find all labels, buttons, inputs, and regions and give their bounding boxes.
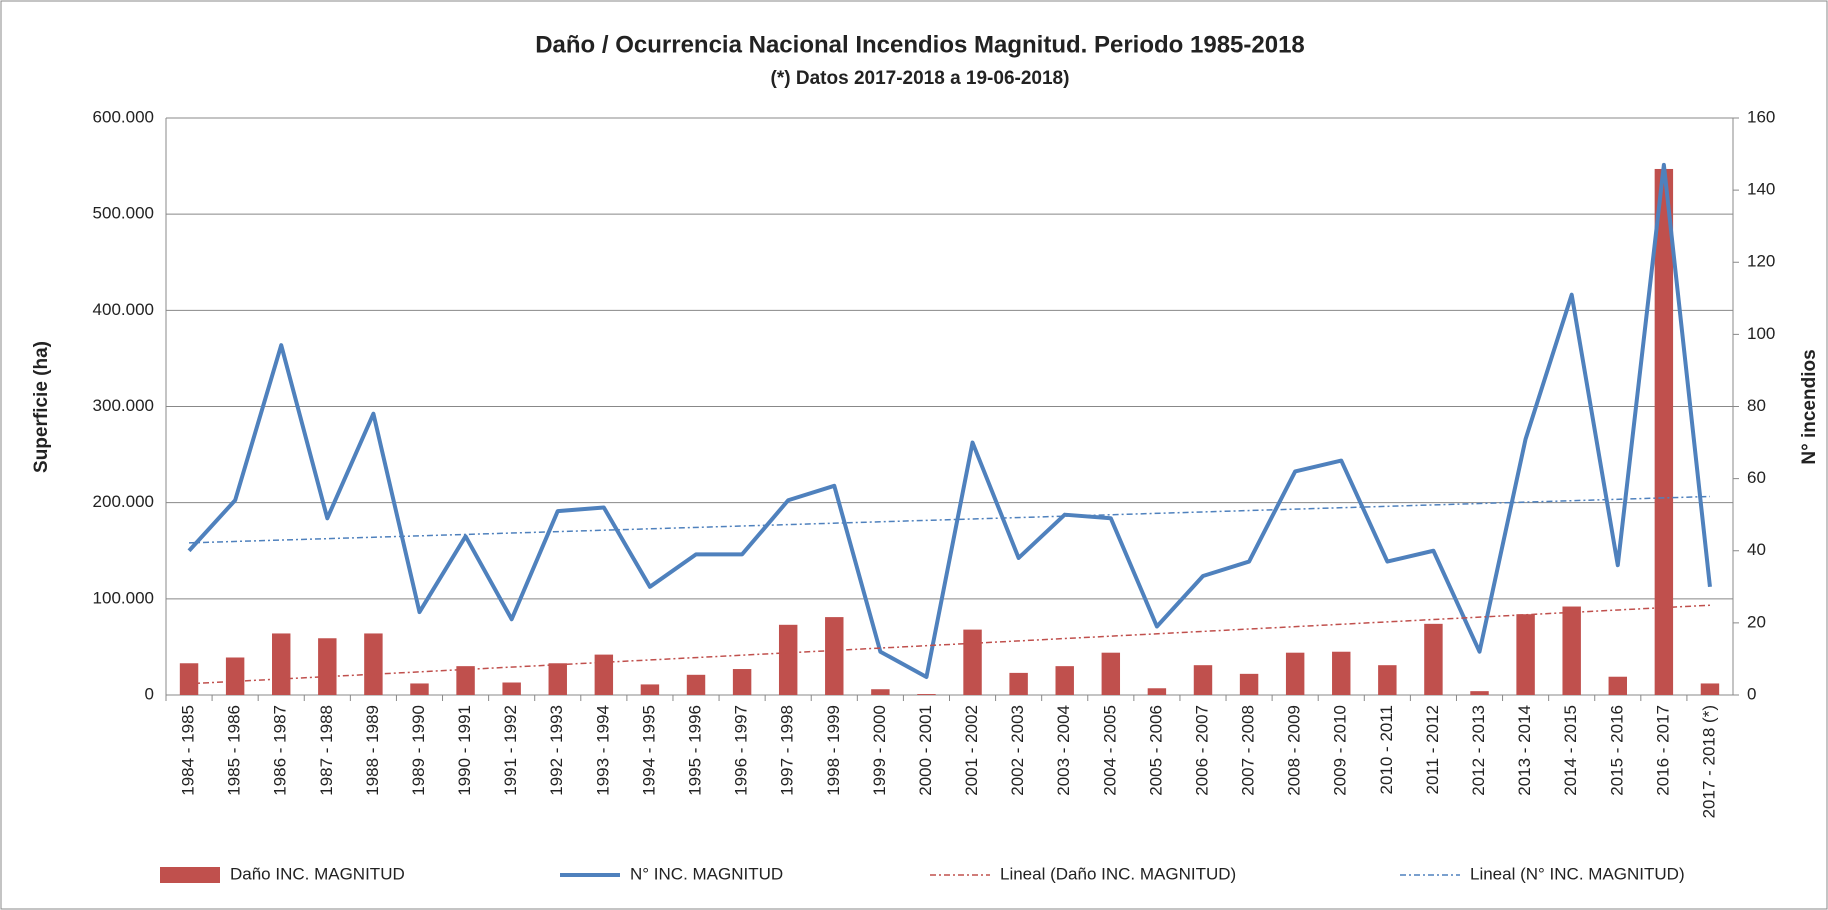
bar	[1193, 665, 1213, 695]
trend-line	[189, 604, 1710, 685]
x-tick-label: 1991 - 1992	[501, 705, 520, 796]
bar	[1378, 665, 1397, 695]
x-tick-label: 2002 - 2003	[1008, 705, 1027, 796]
y2-tick-label: 140	[1747, 180, 1775, 199]
bar	[1562, 606, 1581, 695]
x-tick-label: 2017 - 2018 (*)	[1699, 705, 1718, 818]
x-tick-label: 1999 - 2000	[870, 705, 889, 796]
x-tick-label: 1988 - 1989	[363, 705, 382, 796]
y-tick-label: 300.000	[93, 396, 154, 415]
x-tick-label: 2015 - 2016	[1607, 705, 1626, 796]
bar	[1608, 676, 1627, 695]
x-tick-label: 2007 - 2008	[1239, 705, 1258, 796]
x-tick-label: 2016 - 2017	[1653, 705, 1672, 796]
line	[187, 162, 1712, 679]
bar	[1700, 683, 1720, 695]
legend-label: Lineal (Daño INC. MAGNITUD)	[1000, 864, 1236, 883]
bar	[1424, 623, 1443, 695]
x-tick-label: 1993 - 1994	[593, 705, 612, 796]
bar	[225, 657, 245, 695]
x-tick-label: 1985 - 1986	[225, 705, 244, 796]
bar	[502, 682, 521, 695]
y-tick-label: 400.000	[93, 300, 154, 319]
bar	[825, 617, 844, 695]
trend-line	[189, 495, 1710, 544]
bar	[272, 633, 291, 695]
bar	[1101, 652, 1121, 695]
bar	[594, 654, 614, 695]
x-tick-label: 2004 - 2005	[1100, 705, 1119, 796]
bar	[1147, 688, 1167, 695]
legend-label: Lineal (N° INC. MAGNITUD)	[1470, 864, 1685, 883]
y-tick-label: 500.000	[93, 204, 154, 223]
x-tick-label: 2014 - 2015	[1561, 705, 1580, 796]
x-tick-label: 1987 - 1988	[317, 705, 336, 796]
bar	[1516, 614, 1535, 695]
y2-tick-label: 100	[1747, 324, 1775, 343]
y2-tick-label: 40	[1747, 540, 1766, 559]
x-tick-label: 1995 - 1996	[685, 705, 704, 796]
y2-axis-title: N° incendios	[1799, 349, 1820, 464]
x-tick-label: 1994 - 1995	[639, 705, 658, 796]
legend-swatch	[160, 867, 220, 883]
x-tick-label: 2008 - 2009	[1285, 705, 1304, 796]
bar	[1055, 666, 1074, 695]
x-tick-label: 2000 - 2001	[916, 705, 935, 796]
bar	[778, 624, 798, 695]
x-tick-label: 2012 - 2013	[1469, 705, 1488, 796]
x-tick-label: 2006 - 2007	[1192, 705, 1211, 796]
y-axis-title: Superficie (ha)	[31, 341, 52, 473]
y-tick-label: 200.000	[93, 492, 154, 511]
bar	[364, 633, 383, 695]
x-tick-label: 2013 - 2014	[1515, 705, 1534, 796]
x-tick-label: 1986 - 1987	[271, 705, 290, 796]
bar	[179, 663, 199, 695]
x-tick-label: 1984 - 1985	[179, 705, 198, 796]
x-tick-label: 1989 - 1990	[409, 705, 428, 796]
bar	[732, 669, 752, 695]
chart-subtitle: (*) Datos 2017-2018 a 19-06-2018)	[771, 68, 1070, 89]
bar	[1470, 691, 1489, 695]
bar	[963, 629, 982, 695]
bar	[871, 689, 890, 695]
bar	[1239, 673, 1259, 695]
x-tick-label: 2001 - 2002	[962, 705, 981, 796]
bar	[410, 683, 429, 695]
x-tick-label: 1997 - 1998	[778, 705, 797, 796]
y2-tick-label: 120	[1747, 252, 1775, 271]
legend-label: Daño INC. MAGNITUD	[230, 864, 405, 883]
bar	[1285, 652, 1305, 695]
y2-tick-label: 0	[1747, 684, 1756, 703]
x-tick-label: 2011 - 2012	[1423, 705, 1442, 794]
x-tick-label: 1998 - 1999	[824, 705, 843, 796]
bar	[1654, 168, 1674, 696]
y-tick-label: 100.000	[93, 588, 154, 607]
y-tick-label: 0	[145, 684, 154, 703]
bar	[686, 674, 706, 695]
y2-tick-label: 160	[1747, 107, 1775, 126]
chart-title: Daño / Ocurrencia Nacional Incendios Mag…	[535, 31, 1305, 58]
legend-label: N° INC. MAGNITUD	[630, 864, 783, 883]
x-tick-label: 2005 - 2006	[1146, 705, 1165, 796]
x-tick-label: 2009 - 2010	[1331, 705, 1350, 796]
y2-tick-label: 20	[1747, 612, 1766, 631]
x-tick-label: 2010 - 2011	[1377, 705, 1396, 794]
bar	[456, 666, 475, 695]
x-tick-label: 1992 - 1993	[547, 705, 566, 796]
y2-tick-label: 60	[1747, 468, 1766, 487]
x-tick-label: 1990 - 1991	[455, 705, 474, 796]
bar	[548, 663, 567, 695]
y-tick-label: 600.000	[93, 107, 154, 126]
bar	[318, 638, 337, 695]
x-tick-label: 1996 - 1997	[732, 705, 751, 796]
bar	[640, 684, 660, 695]
x-tick-label: 2003 - 2004	[1054, 705, 1073, 796]
bar	[1009, 672, 1028, 695]
bar	[917, 694, 936, 695]
bar	[1332, 651, 1351, 695]
y2-tick-label: 80	[1747, 396, 1766, 415]
